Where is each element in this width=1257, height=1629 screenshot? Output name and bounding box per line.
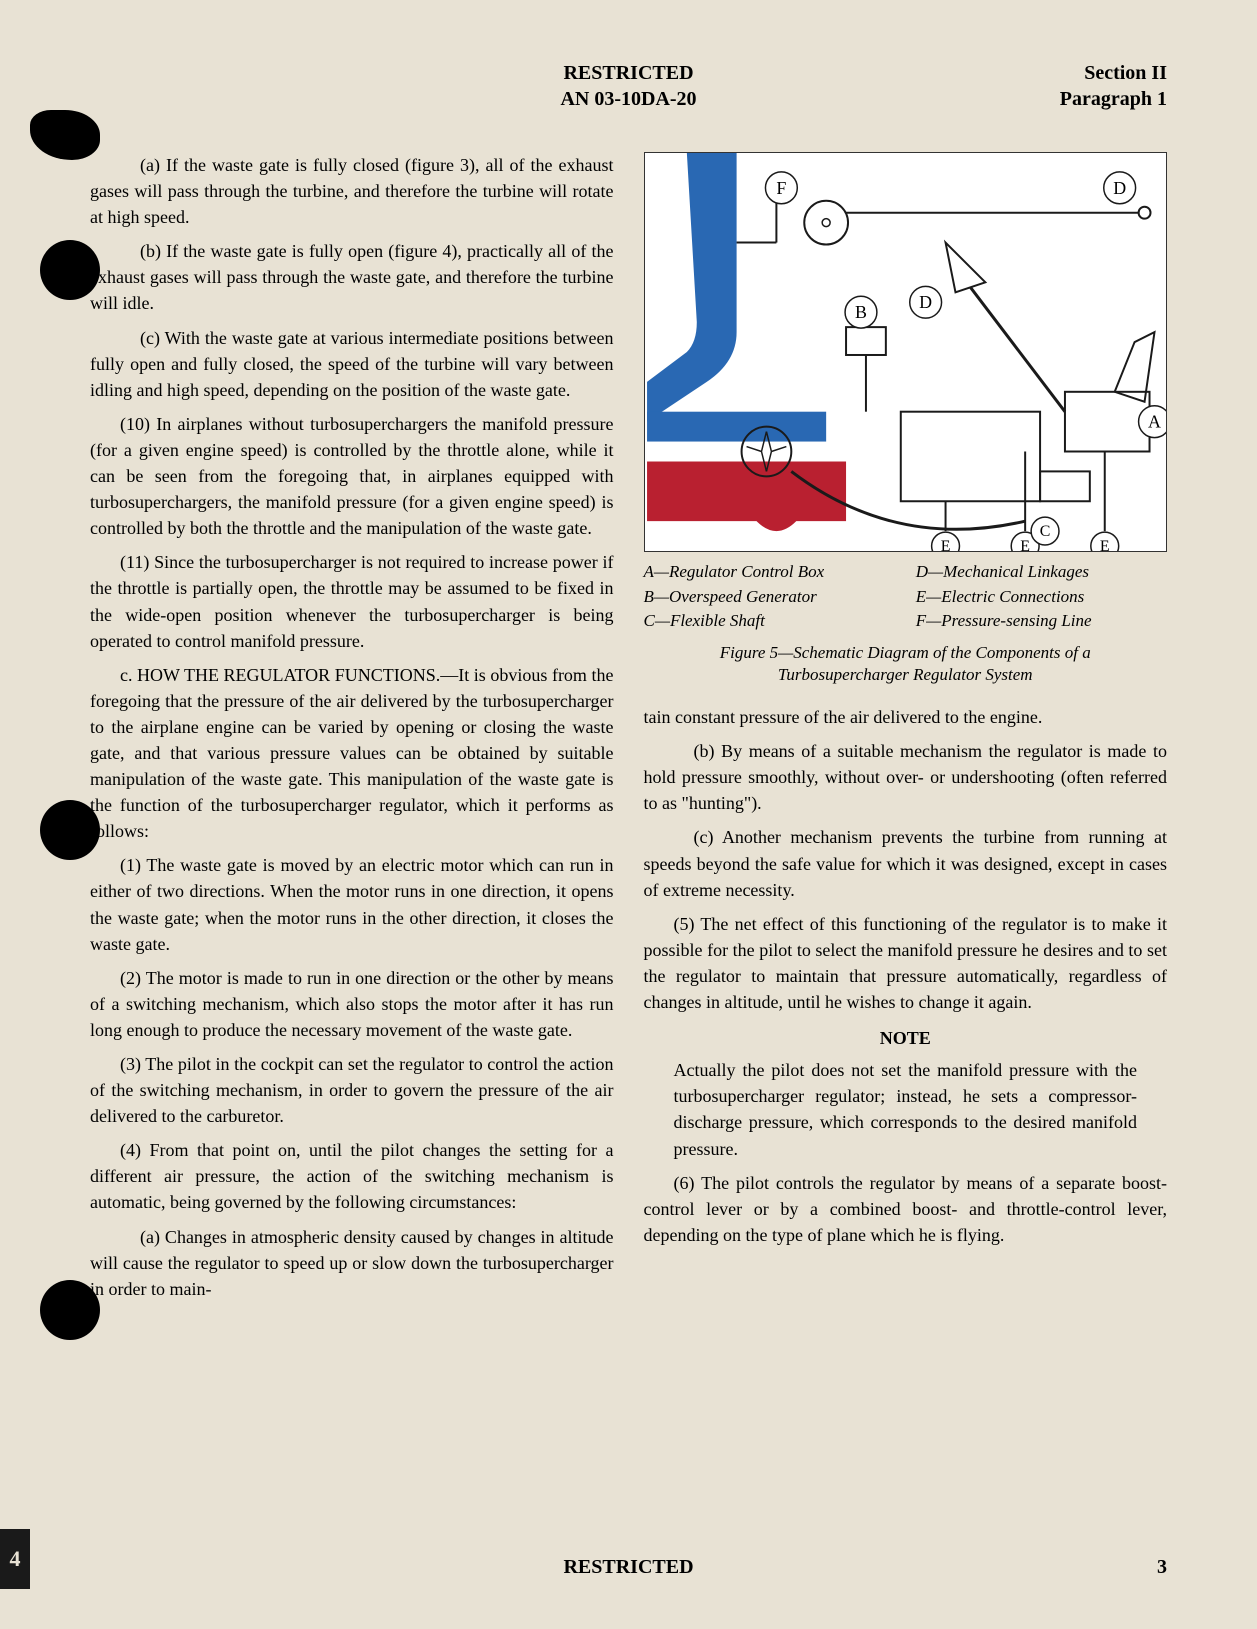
body-text: (1) The waste gate is moved by an electr… bbox=[90, 852, 614, 956]
figure-caption: Figure 5—Schematic Diagram of the Compon… bbox=[644, 642, 1168, 686]
page-footer: RESTRICTED 3 bbox=[90, 1556, 1167, 1579]
body-text: (2) The motor is made to run in one dire… bbox=[90, 965, 614, 1043]
schematic-diagram: F D D B A E E E C bbox=[644, 152, 1168, 552]
body-text: (b) If the waste gate is fully open (fig… bbox=[90, 238, 614, 316]
header-section: Section II bbox=[967, 60, 1167, 86]
svg-text:C: C bbox=[1039, 523, 1050, 540]
right-column: F D D B A E E E C A—Reg bbox=[644, 152, 1168, 1310]
page-header: RESTRICTED AN 03-10DA-20 Section II Para… bbox=[90, 60, 1167, 112]
regulator-box bbox=[1064, 392, 1149, 452]
page-damage bbox=[30, 110, 100, 160]
body-text: (a) Changes in atmospheric density cause… bbox=[90, 1224, 614, 1302]
generator-box bbox=[846, 327, 886, 355]
svg-text:E: E bbox=[1020, 538, 1030, 551]
body-text: (4) From that point on, until the pilot … bbox=[90, 1137, 614, 1215]
body-text: (11) Since the turbosupercharger is not … bbox=[90, 549, 614, 653]
svg-text:E: E bbox=[940, 538, 950, 551]
svg-text:B: B bbox=[854, 302, 866, 322]
svg-text:E: E bbox=[1099, 538, 1109, 551]
side-tab: 4 bbox=[0, 1529, 30, 1589]
body-text: (c) With the waste gate at various inter… bbox=[90, 325, 614, 403]
legend-item: D—Mechanical Linkages bbox=[916, 560, 1167, 585]
svg-text:A: A bbox=[1148, 412, 1161, 432]
punch-hole bbox=[40, 1280, 100, 1340]
body-text: (3) The pilot in the cockpit can set the… bbox=[90, 1051, 614, 1129]
exhaust-manifold bbox=[647, 461, 846, 531]
body-text: (a) If the waste gate is fully closed (f… bbox=[90, 152, 614, 230]
svg-text:F: F bbox=[776, 178, 786, 198]
punch-hole bbox=[40, 240, 100, 300]
header-restricted: RESTRICTED bbox=[560, 60, 696, 86]
note-heading: NOTE bbox=[644, 1025, 1168, 1051]
note-body: Actually the pilot does not set the mani… bbox=[674, 1057, 1138, 1161]
body-text: (6) The pilot controls the regulator by … bbox=[644, 1170, 1168, 1248]
figure-legend: A—Regulator Control Box B—Overspeed Gene… bbox=[644, 560, 1168, 634]
turbine-icon bbox=[741, 427, 791, 477]
body-text: c. HOW THE REGULATOR FUNCTIONS.—It is ob… bbox=[90, 662, 614, 845]
page: 4 RESTRICTED AN 03-10DA-20 Section II Pa… bbox=[90, 60, 1167, 1589]
punch-hole bbox=[40, 800, 100, 860]
left-column: (a) If the waste gate is fully closed (f… bbox=[90, 152, 614, 1310]
intake-duct bbox=[647, 153, 737, 422]
svg-text:D: D bbox=[919, 292, 932, 312]
svg-text:D: D bbox=[1113, 178, 1126, 198]
figure-5: F D D B A E E E C A—Reg bbox=[644, 152, 1168, 686]
lever-arm bbox=[945, 243, 985, 293]
legend-item: B—Overspeed Generator bbox=[644, 585, 895, 610]
body-text: tain constant pressure of the air delive… bbox=[644, 704, 1168, 730]
content-area: (a) If the waste gate is fully closed (f… bbox=[90, 152, 1167, 1310]
body-text: (c) Another mechanism prevents the turbi… bbox=[644, 824, 1168, 902]
body-text: (10) In airplanes without turbosuperchar… bbox=[90, 411, 614, 541]
footer-restricted: RESTRICTED bbox=[563, 1556, 693, 1579]
legend-item: C—Flexible Shaft bbox=[644, 609, 895, 634]
legend-item: E—Electric Connections bbox=[916, 585, 1167, 610]
legend-item: F—Pressure-sensing Line bbox=[916, 609, 1167, 634]
header-doc-number: AN 03-10DA-20 bbox=[560, 86, 696, 112]
body-text: (5) The net effect of this functioning o… bbox=[644, 911, 1168, 1015]
page-number: 3 bbox=[1157, 1556, 1167, 1579]
body-text: (b) By means of a suitable mechanism the… bbox=[644, 738, 1168, 816]
intake-manifold bbox=[647, 412, 826, 442]
legend-item: A—Regulator Control Box bbox=[644, 560, 895, 585]
pulley-icon bbox=[804, 201, 848, 245]
control-housing bbox=[900, 412, 1039, 502]
header-paragraph: Paragraph 1 bbox=[967, 86, 1167, 112]
